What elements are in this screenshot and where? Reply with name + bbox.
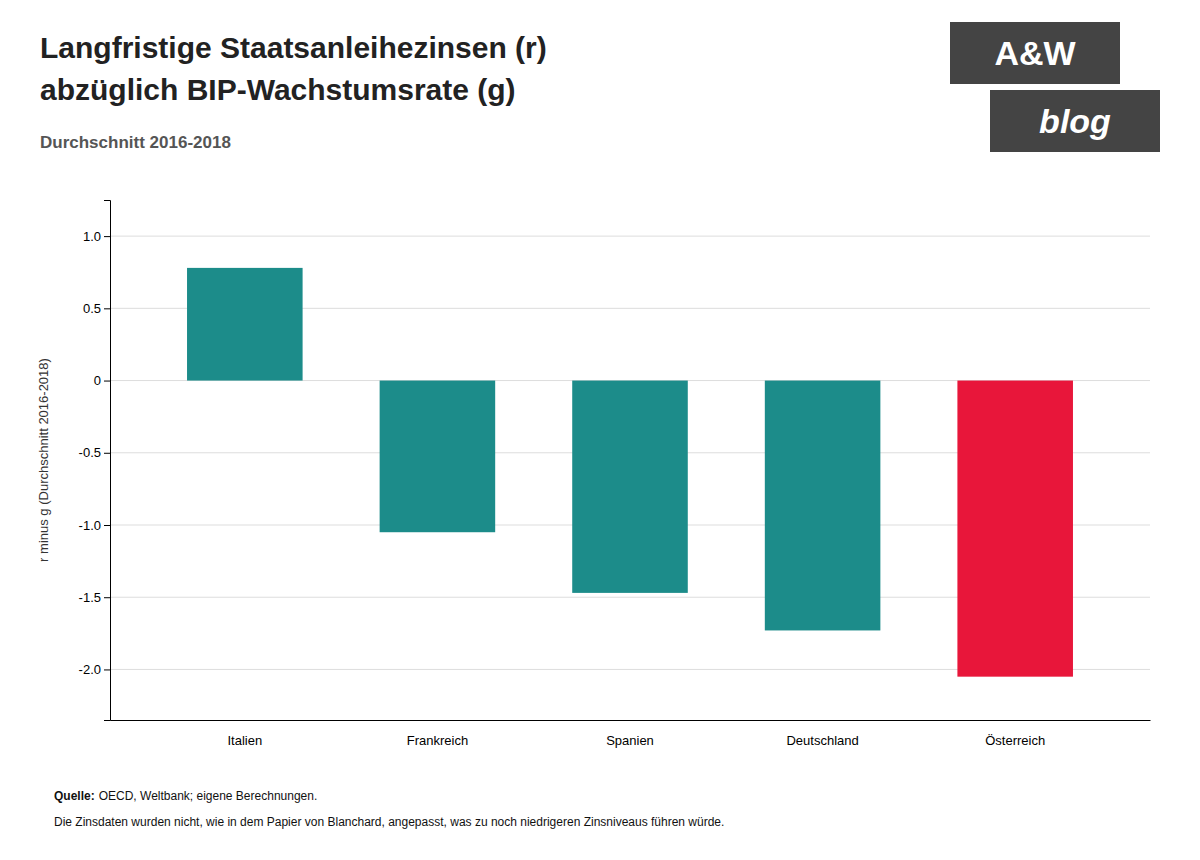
bars — [187, 268, 1073, 677]
x-tick: Spanien — [606, 733, 654, 748]
y-tick-mark — [104, 236, 110, 237]
bar — [957, 381, 1073, 677]
y-tick: 1.0 — [83, 229, 110, 244]
y-tick: -1.0 — [79, 518, 110, 533]
subtitle: Durchschnitt 2016-2018 — [40, 133, 231, 152]
y-axis-title: r minus g (Durchschnitt 2016-2018) — [36, 358, 51, 562]
bar — [572, 381, 688, 593]
logo-text: A&W — [994, 34, 1076, 72]
x-tick-label: Italien — [227, 733, 262, 748]
x-axis: Italien Frankreich Spanien Deutschland Öster… — [111, 721, 1151, 748]
bar — [380, 381, 496, 533]
footnote: OECD, Weltbank; eigene Berechnungen. — [99, 789, 318, 803]
y-tick: -2.0 — [79, 662, 110, 677]
y-tick: 0 — [94, 373, 110, 388]
chart: Langfristige Staatsanleihezinsen (r) abzü… — [0, 0, 1200, 860]
footnote: Die Zinsdaten wurden nicht, wie in dem P… — [54, 815, 724, 829]
logo-text: blog — [1039, 102, 1111, 140]
footnote: Quelle: — [54, 789, 95, 803]
title: abzüglich BIP-Wachstumsrate (g) — [40, 73, 516, 106]
y-axis-line — [104, 201, 111, 721]
y-tick: -0.5 — [79, 445, 110, 460]
y-tick-mark — [104, 525, 110, 526]
x-tick-label: Spanien — [606, 733, 654, 748]
x-tick-label: Österreich — [985, 733, 1045, 748]
y-tick-label: -1.5 — [79, 590, 101, 605]
y-tick-label: 0.5 — [83, 301, 101, 316]
y-tick-mark — [104, 597, 110, 598]
y-tick-mark — [104, 669, 110, 670]
x-tick: Italien — [227, 733, 262, 748]
y-tick-mark — [104, 308, 110, 309]
y-tick-mark — [104, 453, 110, 454]
logo-box — [990, 90, 1160, 152]
y-tick-label: 1.0 — [83, 229, 101, 244]
x-tick-label: Frankreich — [407, 733, 468, 748]
y-tick-label: -0.5 — [79, 445, 101, 460]
plot: 1.0 0.5 0 -0.5 -1.0 -1.5 -2.0 Italien Frankreich… — [79, 201, 1151, 748]
y-tick-label: 0 — [94, 373, 101, 388]
grid-line — [110, 236, 1150, 237]
bar — [187, 268, 303, 381]
x-axis-line — [111, 720, 1151, 721]
y-tick-label: -1.0 — [79, 518, 101, 533]
x-tick: Deutschland — [786, 733, 858, 748]
y-tick-mark — [104, 381, 110, 382]
bar — [765, 381, 881, 631]
x-tick-label: Deutschland — [786, 733, 858, 748]
x-tick: Frankreich — [407, 733, 468, 748]
logo: A&W blog — [950, 22, 1160, 152]
x-tick: Österreich — [985, 733, 1045, 748]
y-tick: -1.5 — [79, 590, 110, 605]
y-axis: 1.0 0.5 0 -0.5 -1.0 -1.5 -2.0 — [79, 201, 111, 721]
y-tick-label: -2.0 — [79, 662, 101, 677]
y-tick: 0.5 — [83, 301, 110, 316]
logo-box — [950, 22, 1120, 84]
title: Langfristige Staatsanleihezinsen (r) — [40, 31, 547, 64]
